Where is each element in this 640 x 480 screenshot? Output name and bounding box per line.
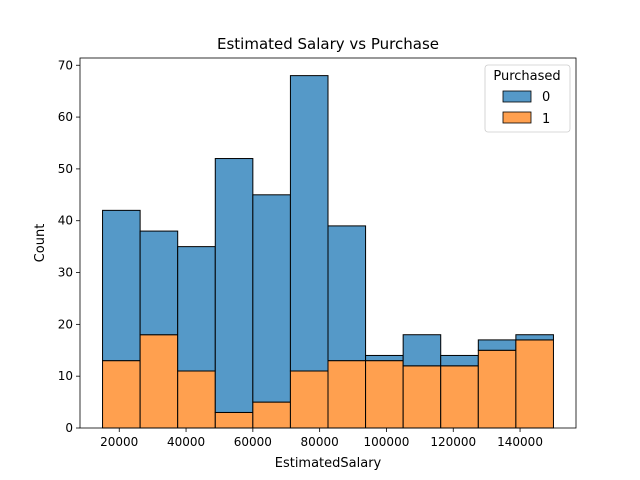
- y-tick-label: 40: [58, 214, 73, 228]
- y-tick-label: 0: [65, 421, 73, 435]
- bar-purchased-0-bin-10: [477, 339, 517, 351]
- legend-swatch-1: [502, 111, 532, 124]
- bar-purchased-0-bin-9: [440, 354, 479, 367]
- bar-purchased-0-bin-4: [252, 194, 291, 403]
- x-tick-label: 20000: [100, 435, 138, 449]
- y-axis-label: Count: [33, 224, 48, 263]
- legend: Purchased 0 1: [484, 64, 571, 133]
- bar-purchased-1-bin-6: [327, 360, 367, 429]
- bar-purchased-1-bin-4: [252, 401, 291, 429]
- bar-purchased-0-bin-6: [327, 225, 367, 362]
- bar-purchased-1-bin-2: [177, 370, 216, 429]
- y-tick-label: 50: [58, 162, 73, 176]
- bar-purchased-1-bin-11: [515, 339, 554, 429]
- x-tick-label: 80000: [301, 435, 339, 449]
- x-tick-label: 100000: [364, 435, 410, 449]
- y-tick-label: 10: [58, 369, 73, 383]
- bar-purchased-1-bin-0: [102, 360, 141, 429]
- x-tick-label: 120000: [430, 435, 476, 449]
- x-tick-label: 140000: [497, 435, 543, 449]
- x-axis-label: EstimatedSalary: [275, 456, 382, 471]
- legend-label-0: 0: [542, 90, 550, 105]
- bar-purchased-1-bin-3: [214, 411, 254, 429]
- legend-label-1: 1: [542, 112, 550, 127]
- legend-swatch-0: [502, 90, 532, 103]
- bar-purchased-1-bin-8: [402, 365, 442, 429]
- bar-purchased-1-bin-7: [365, 360, 404, 429]
- bar-purchased-0-bin-0: [102, 209, 141, 362]
- x-tick-label: 60000: [234, 435, 272, 449]
- bar-purchased-0-bin-7: [365, 354, 404, 362]
- y-tick-label: 20: [58, 317, 73, 331]
- y-axis-ticks: 0 10 20 30 40 50 60 70: [58, 58, 80, 435]
- bar-purchased-0-bin-2: [177, 246, 216, 372]
- y-tick-label: 70: [58, 58, 73, 72]
- bar-purchased-1-bin-9: [440, 365, 479, 429]
- bar-purchased-0-bin-3: [214, 158, 254, 413]
- bar-purchased-0-bin-11: [515, 334, 554, 341]
- x-axis-ticks: 20000 40000 60000 80000 100000 120000 140000: [100, 428, 543, 449]
- legend-title: Purchased: [493, 69, 560, 84]
- bar-purchased-1-bin-10: [477, 349, 517, 429]
- x-tick-label: 40000: [167, 435, 205, 449]
- bar-purchased-1-bin-5: [289, 370, 329, 429]
- chart-title: Estimated Salary vs Purchase: [217, 35, 439, 53]
- bar-layer: [102, 75, 554, 429]
- bar-purchased-0-bin-5: [289, 75, 329, 372]
- y-tick-label: 60: [58, 110, 73, 124]
- bar-purchased-0-bin-1: [139, 230, 179, 336]
- bar-purchased-1-bin-1: [139, 334, 179, 429]
- y-tick-label: 30: [58, 266, 73, 280]
- plot-frame: [79, 57, 577, 429]
- bar-purchased-0-bin-8: [402, 334, 442, 367]
